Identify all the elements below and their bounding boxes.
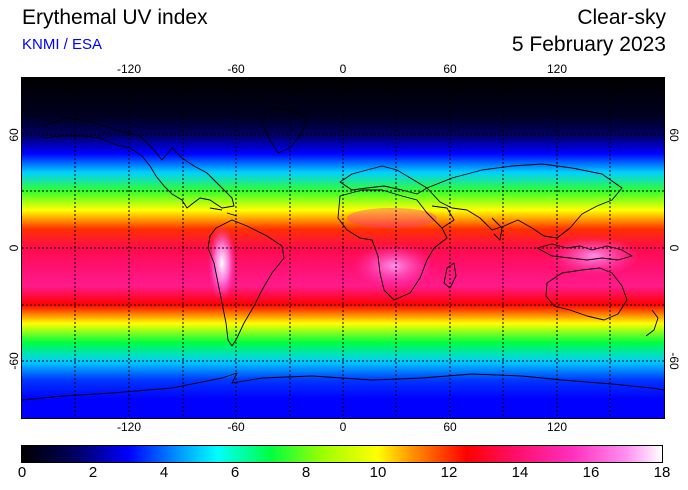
bottom-lon-tick: 60 xyxy=(443,420,457,434)
colorbar-gradient xyxy=(22,446,662,462)
date-label: 5 February 2023 xyxy=(511,33,666,56)
coastline-asia xyxy=(426,163,623,239)
bottom-lon-tick: -60 xyxy=(227,420,245,434)
map-title: Erythemal UV index xyxy=(22,6,208,29)
coastline-africa xyxy=(337,189,448,301)
top-lon-tick: 120 xyxy=(546,62,568,76)
right-lat-tick: -60 xyxy=(667,352,681,370)
coastline-south-america xyxy=(207,219,285,347)
colorbar-tick: 16 xyxy=(582,464,600,481)
top-lon-tick: -60 xyxy=(227,62,245,76)
coastline-arabia-india xyxy=(431,205,503,241)
colorbar-tick: 18 xyxy=(653,464,671,481)
colorbar-tick: 0 xyxy=(17,464,27,481)
top-lon-tick: 60 xyxy=(443,62,457,76)
left-lat-tick: 60 xyxy=(7,128,21,142)
coastline-europe xyxy=(339,165,428,195)
coastline-madagascar xyxy=(443,262,457,289)
uv-map-canvas xyxy=(22,78,664,418)
colorbar-tick: 4 xyxy=(159,464,169,481)
colorbar-tick: 2 xyxy=(88,464,98,481)
uv-hotspot-andes xyxy=(208,225,236,301)
left-lat-tick: 0 xyxy=(7,244,21,252)
colorbar-tick: 8 xyxy=(301,464,311,481)
bottom-lon-tick: -120 xyxy=(116,420,142,434)
coastline-australia xyxy=(545,267,628,321)
coastline-caribbean xyxy=(209,207,238,217)
right-lat-tick: 60 xyxy=(667,128,681,142)
right-lat-tick: 0 xyxy=(667,244,681,252)
uv-colorbar xyxy=(21,445,663,463)
graticule xyxy=(22,78,664,418)
uv-hotspot-north-africa-low xyxy=(347,208,437,228)
uv-index-map xyxy=(21,77,665,419)
coastline-north-america xyxy=(41,117,235,209)
coastline-antarctica xyxy=(22,372,664,401)
credit-label: KNMI / ESA xyxy=(22,36,103,53)
uv-hotspot-southern-africa xyxy=(354,244,434,288)
coastline-greenland xyxy=(261,107,308,154)
colorbar-tick: 12 xyxy=(440,464,458,481)
sky-condition-label: Clear-sky xyxy=(577,6,666,29)
colorbar-tick: 14 xyxy=(511,464,529,481)
left-lat-tick: -60 xyxy=(7,352,21,370)
bottom-lon-tick: 120 xyxy=(546,420,568,434)
bottom-lon-tick: 0 xyxy=(339,420,347,434)
coastlines xyxy=(22,107,664,401)
top-lon-tick: 0 xyxy=(339,62,347,76)
colorbar-tick: 10 xyxy=(369,464,387,481)
coastline-new-zealand xyxy=(645,309,659,337)
colorbar-tick: 6 xyxy=(230,464,240,481)
coastline-indonesia xyxy=(536,243,633,261)
uv-hotspot-new-guinea xyxy=(549,236,639,276)
top-lon-tick: -120 xyxy=(116,62,142,76)
